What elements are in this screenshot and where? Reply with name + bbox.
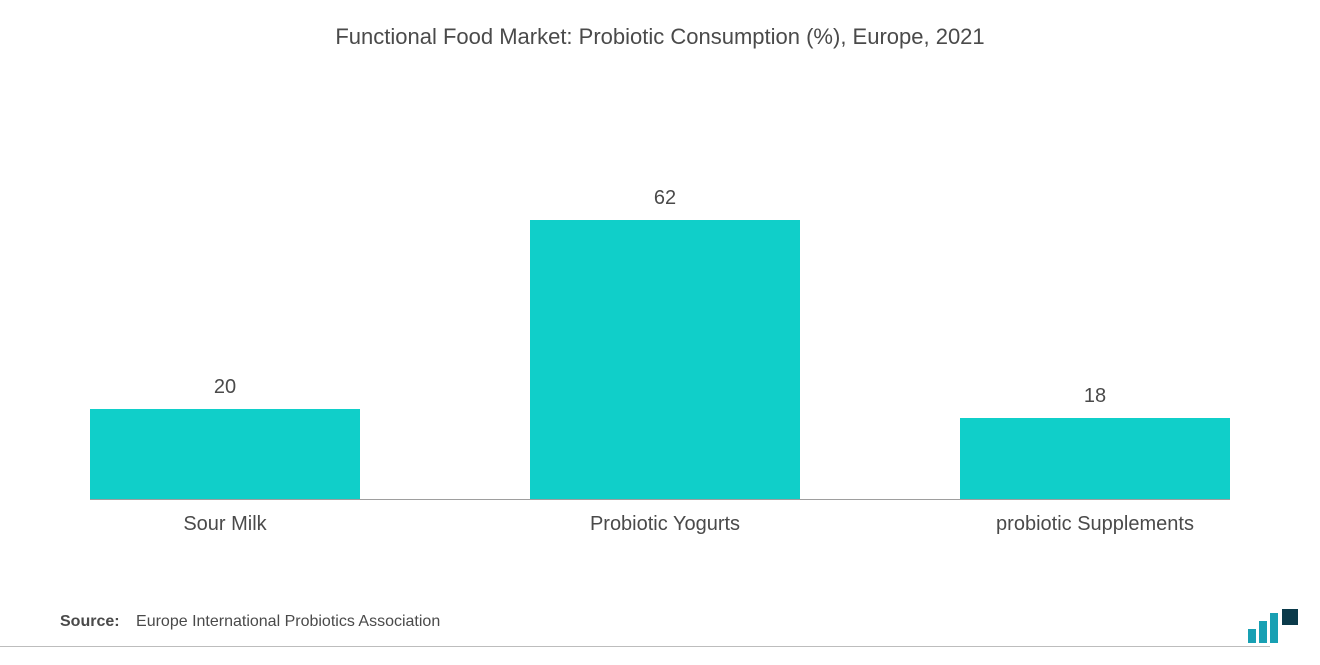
mi-logo-icon <box>1248 609 1298 643</box>
bar-value-1: 62 <box>530 187 800 210</box>
bar-group-1: 62 Probiotic Yogurts <box>530 187 800 499</box>
source-text: Europe International Probiotics Associat… <box>136 613 440 630</box>
chart-title: Functional Food Market: Probiotic Consum… <box>0 0 1320 50</box>
footer-divider <box>0 646 1270 647</box>
bar-group-2: 18 probiotic Supplements <box>960 385 1230 499</box>
source-citation: Source: Europe International Probiotics … <box>60 613 440 631</box>
bar-1 <box>530 220 800 499</box>
bar-value-2: 18 <box>960 385 1230 408</box>
bar-group-0: 20 Sour Milk <box>90 376 360 499</box>
bar-0 <box>90 409 360 499</box>
bar-category-0: Sour Milk <box>90 499 360 536</box>
bar-value-0: 20 <box>90 376 360 399</box>
source-label: Source: <box>60 613 120 630</box>
bar-category-2: probiotic Supplements <box>960 499 1230 536</box>
chart-plot-area: 20 Sour Milk 62 Probiotic Yogurts 18 pro… <box>90 100 1230 500</box>
bar-2 <box>960 418 1230 499</box>
bar-category-1: Probiotic Yogurts <box>530 499 800 536</box>
